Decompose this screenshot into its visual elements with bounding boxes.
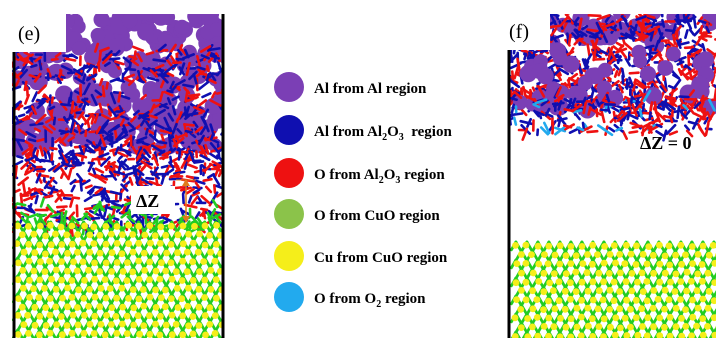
panel-f: (f) ΔZ = 0 bbox=[500, 14, 716, 338]
legend-label-al-oxide: Al from Al2O3 region bbox=[314, 124, 452, 143]
delta-z-label-box bbox=[131, 186, 175, 214]
panel-e-label-box bbox=[0, 14, 66, 52]
panel-e: (e) ΔZ bbox=[0, 14, 225, 338]
cyan-circle-icon bbox=[274, 282, 304, 312]
legend-item-o-cuo: O from CuO region bbox=[274, 199, 440, 229]
purple-circle-icon bbox=[274, 72, 304, 102]
red-circle-icon bbox=[274, 158, 304, 188]
panel-f-atoms bbox=[508, 14, 716, 338]
delta-z-label: ΔZ bbox=[136, 191, 159, 211]
legend: Al from Al region Al from Al2O3 region O… bbox=[274, 72, 452, 312]
panel-e-atoms bbox=[12, 14, 224, 338]
delta-z-zero-label: ΔZ = 0 bbox=[640, 133, 692, 153]
legend-label-al-metal: Al from Al region bbox=[314, 81, 427, 97]
legend-label-o-cuo: O from CuO region bbox=[314, 208, 440, 224]
legend-item-o-o2: O from O2 region bbox=[274, 282, 426, 312]
blue-circle-icon bbox=[274, 115, 304, 145]
panel-e-label: (e) bbox=[18, 23, 40, 45]
legend-item-o-oxide: O from Al2O3 region bbox=[274, 158, 445, 188]
green-circle-icon bbox=[274, 199, 304, 229]
panel-f-label: (f) bbox=[509, 21, 529, 43]
legend-item-al-oxide: Al from Al2O3 region bbox=[274, 115, 452, 145]
panel-f-label-box bbox=[500, 14, 550, 50]
legend-item-al-metal: Al from Al region bbox=[274, 72, 427, 102]
legend-item-cu: Cu from CuO region bbox=[274, 241, 448, 271]
legend-label-o-oxide: O from Al2O3 region bbox=[314, 167, 445, 186]
yellow-circle-icon bbox=[274, 241, 304, 271]
legend-label-cu: Cu from CuO region bbox=[314, 250, 448, 266]
legend-label-o-o2: O from O2 region bbox=[314, 291, 426, 310]
delta-z-arrow bbox=[176, 179, 196, 223]
